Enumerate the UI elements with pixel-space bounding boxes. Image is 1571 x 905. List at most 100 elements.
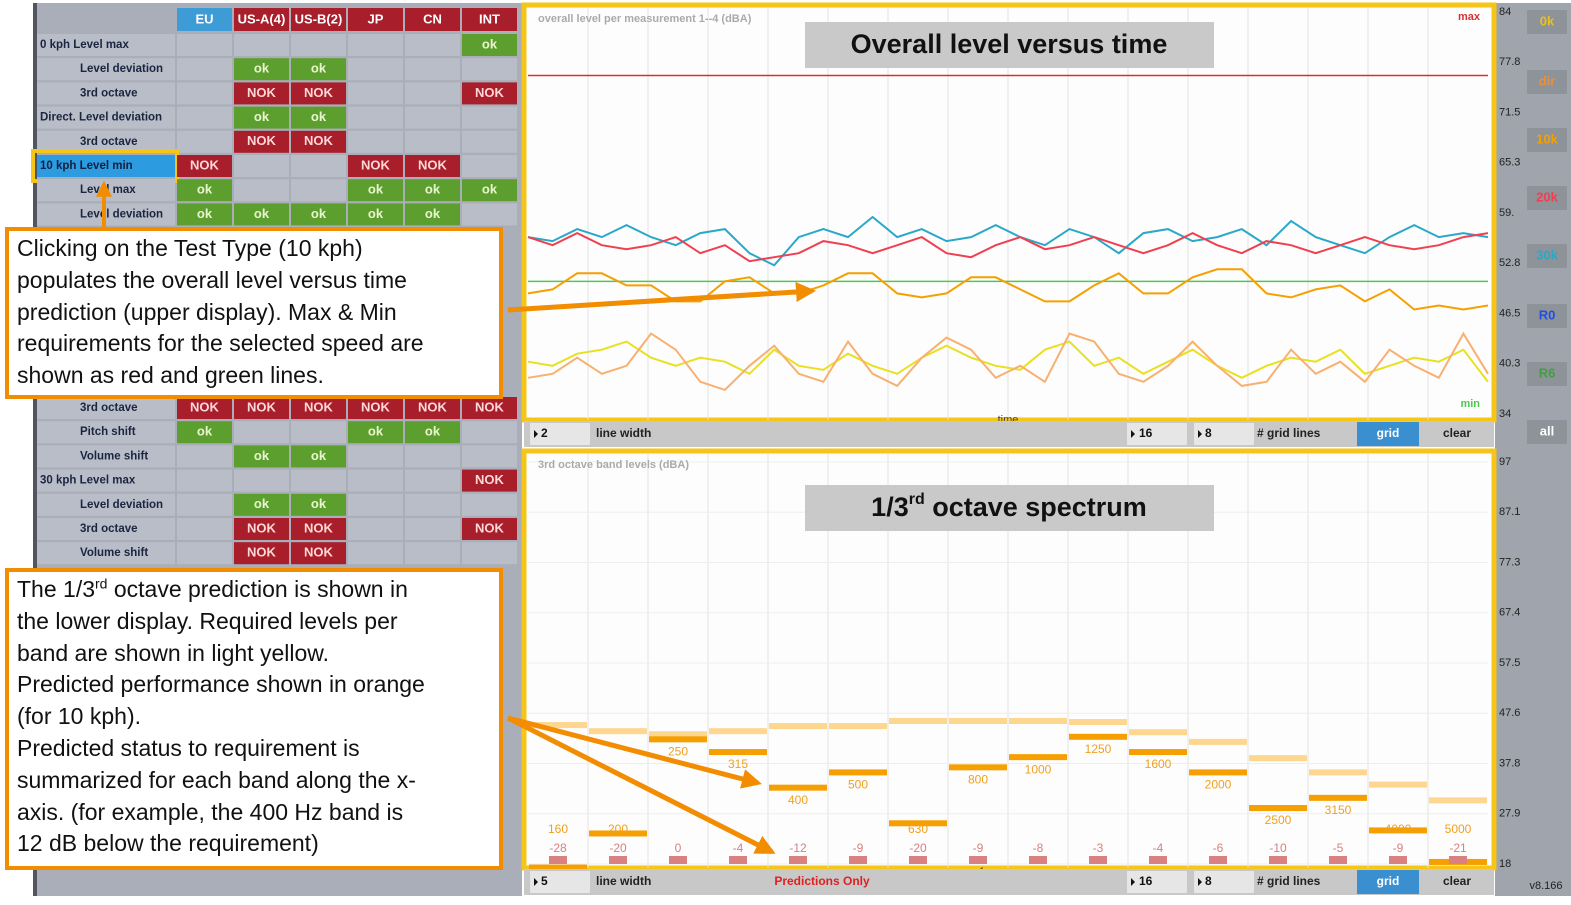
series-button[interactable]	[1527, 304, 1567, 328]
series-button[interactable]	[1527, 186, 1567, 210]
row-header[interactable]	[37, 155, 175, 177]
status-label: ok	[311, 109, 327, 124]
clear-button[interactable]: clear	[1443, 426, 1471, 440]
status-cell	[291, 179, 346, 202]
callout-line: requirements for the selected speed are	[17, 328, 499, 360]
series-button-label[interactable]: R0	[1539, 307, 1556, 322]
status-cell	[291, 34, 346, 56]
delta-label: -9	[853, 841, 864, 855]
status-label: NOK	[304, 133, 334, 148]
row-label[interactable]: 10 kph Level min	[40, 160, 133, 172]
row-header[interactable]	[37, 130, 175, 153]
series-button[interactable]	[1527, 420, 1567, 444]
grid-count[interactable]: 16	[1139, 426, 1153, 440]
grid-button[interactable]	[1357, 422, 1419, 446]
callout-line: The 1/3rd octave prediction is shown in	[17, 574, 499, 606]
line-width-label: line width	[596, 874, 651, 888]
row-header[interactable]	[37, 82, 175, 105]
grid-count-y[interactable]: 8	[1205, 874, 1212, 888]
row-header[interactable]	[37, 542, 175, 565]
series-button[interactable]	[1527, 70, 1567, 94]
status-label: ok	[368, 206, 384, 221]
row-label[interactable]: 3rd octave	[80, 523, 138, 535]
grid-count-y[interactable]: 8	[1205, 426, 1212, 440]
status-cell	[462, 155, 517, 177]
line-width-value[interactable]: 2	[541, 426, 548, 440]
row-label[interactable]: 3rd octave	[80, 402, 138, 414]
dropdown-icon	[1131, 878, 1135, 886]
arrow	[506, 715, 776, 855]
row-header[interactable]	[37, 106, 175, 129]
series-button-label[interactable]: R6	[1539, 365, 1556, 380]
row-label[interactable]: Direct. Level deviation	[40, 112, 162, 124]
status-cell	[234, 82, 289, 105]
row-label[interactable]: 0 kph Level max	[40, 39, 129, 51]
grid-button[interactable]	[1357, 870, 1419, 894]
delta-bar	[729, 856, 747, 864]
clear-button[interactable]: clear	[1443, 874, 1471, 888]
row-label[interactable]: 30 kph Level max	[40, 475, 136, 487]
series-button-label[interactable]: 30k	[1536, 247, 1558, 262]
grid-button-label[interactable]: grid	[1377, 874, 1400, 888]
row-label[interactable]: Level deviation	[80, 63, 163, 75]
series-button-label[interactable]: 10k	[1536, 131, 1558, 146]
row-header[interactable]	[37, 469, 175, 492]
callout-text: The 1/3	[17, 576, 95, 602]
status-cell	[348, 469, 403, 492]
status-cell	[291, 106, 346, 129]
row-header[interactable]	[37, 397, 175, 419]
series-button-label[interactable]: all	[1540, 423, 1554, 438]
row-label[interactable]: 3rd octave	[80, 136, 138, 148]
series-button[interactable]	[1527, 10, 1567, 34]
grid-count[interactable]: 16	[1139, 874, 1153, 888]
row-label[interactable]: Level max	[80, 184, 136, 196]
status-label: ok	[254, 496, 270, 511]
dropdown-icon	[1198, 430, 1202, 438]
status-cell	[405, 542, 460, 565]
status-cell	[291, 82, 346, 105]
y-tick-label: 40.3	[1499, 358, 1520, 370]
series-button[interactable]	[1527, 244, 1567, 268]
status-cell	[405, 445, 460, 468]
row-label[interactable]: Level deviation	[80, 499, 163, 511]
row-header[interactable]	[37, 58, 175, 81]
test-table: EU US-A(4) US-B(2) JP CN INT 0 kph Level max ok…	[31, 8, 517, 565]
status-label: NOK	[475, 399, 505, 414]
status-cell	[177, 493, 232, 516]
status-label: NOK	[475, 472, 505, 487]
line-width-value[interactable]: 5	[541, 874, 548, 888]
status-cell	[234, 493, 289, 516]
prediction-bar	[889, 820, 947, 827]
series-button[interactable]	[1527, 362, 1567, 386]
row-header[interactable]	[37, 445, 175, 468]
series-button-label[interactable]: 0k	[1540, 13, 1555, 28]
row-header[interactable]	[37, 518, 175, 540]
requirement-bar	[709, 728, 767, 735]
prediction-bar	[1129, 749, 1187, 756]
row-label[interactable]: Volume shift	[80, 547, 148, 559]
delta-bar	[1389, 856, 1407, 864]
series-button[interactable]	[1527, 128, 1567, 152]
callout-text: Predicted status to requirement is	[17, 734, 360, 761]
series-button-label[interactable]: dir	[1539, 73, 1556, 88]
row-header[interactable]	[37, 493, 175, 516]
row-header[interactable]	[37, 421, 175, 444]
series-button-label[interactable]: 20k	[1536, 189, 1558, 204]
row-label[interactable]: Level deviation	[80, 208, 163, 220]
y-tick-label: 34	[1499, 408, 1511, 420]
status-cell	[348, 542, 403, 565]
status-cell	[234, 179, 289, 202]
status-cell	[291, 445, 346, 468]
grid-button-label[interactable]: grid	[1377, 426, 1400, 440]
status-cell	[177, 130, 232, 153]
callout-text: shown as red and green lines.	[17, 362, 324, 389]
row-label[interactable]: Volume shift	[80, 450, 148, 462]
status-cell	[234, 542, 289, 565]
row-label[interactable]: Pitch shift	[80, 426, 136, 438]
status-cell	[234, 397, 289, 419]
status-cell	[348, 421, 403, 444]
status-cell	[348, 493, 403, 516]
row-label[interactable]: 3rd octave	[80, 87, 138, 99]
status-label: NOK	[247, 545, 277, 560]
row-header[interactable]	[37, 34, 175, 56]
